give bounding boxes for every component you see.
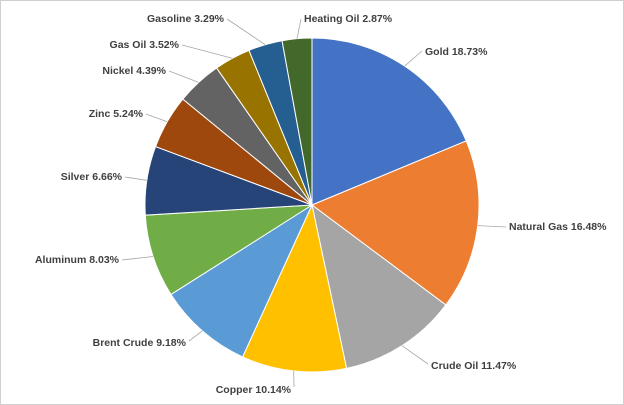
slice-label-gold: Gold 18.73%	[425, 46, 488, 58]
leader-line-natural-gas	[477, 225, 507, 228]
slice-label-natural-gas: Natural Gas 16.48%	[509, 221, 607, 233]
slice-label-gas-oil: Gas Oil 3.52%	[110, 39, 180, 51]
leader-line-gasoline	[226, 18, 266, 46]
leader-line-nickel	[168, 70, 199, 83]
leader-line-zinc	[145, 113, 168, 123]
slice-label-silver: Silver 6.66%	[61, 171, 123, 183]
pie-slice-gold	[311, 37, 467, 206]
leader-line-gold	[404, 50, 423, 67]
leader-line-gas-oil	[181, 44, 233, 59]
leader-line-silver	[124, 176, 147, 181]
pie-slices	[144, 37, 480, 373]
slice-label-crude-oil: Crude Oil 11.47%	[431, 360, 517, 372]
slice-labels: Gold 18.73% Natural Gas 16.48% Crude Oil 1…	[35, 13, 607, 396]
slice-label-nickel: Nickel 4.39%	[102, 65, 166, 77]
pie-slice-natural-gas	[310, 140, 480, 306]
slice-label-aluminum: Aluminum 8.03%	[35, 254, 120, 266]
leader-line-brent-crude	[188, 330, 203, 342]
slice-label-brent-crude: Brent Crude 9.18%	[93, 337, 187, 349]
slice-label-zinc: Zinc 5.24%	[89, 108, 144, 120]
leader-lines	[121, 18, 507, 388]
leader-line-crude-oil	[401, 345, 429, 365]
leader-line-aluminum	[121, 256, 154, 261]
slice-label-gasoline: Gasoline 3.29%	[147, 13, 225, 25]
slice-label-heating-oil: Heating Oil 2.87%	[304, 13, 393, 25]
pie-slice-brent-crude	[170, 203, 314, 358]
slice-label-copper: Copper 10.14%	[216, 384, 292, 396]
leader-line-heating-oil	[296, 18, 302, 39]
